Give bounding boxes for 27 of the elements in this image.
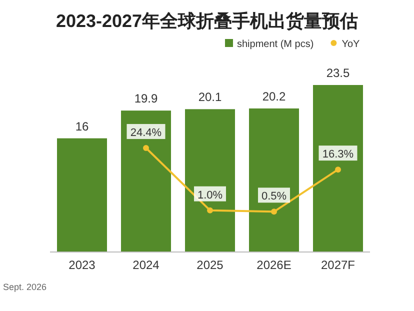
x-tick-label: 2025 [196,258,224,272]
bar [249,108,299,252]
legend-label: shipment (M pcs) [237,39,314,50]
bar [185,109,235,252]
data-label: 24.4% [130,127,162,139]
data-label: 23.5 [326,66,350,80]
data-label: 1.0% [197,189,223,202]
chart-title: 2023-2027年全球折叠手机出货量预估 [56,11,358,31]
data-label: 16.3% [322,148,354,161]
legend-label: YoY [342,39,360,50]
x-tick-label: 2024 [132,258,160,272]
bar [121,110,171,252]
point [271,208,277,215]
bar [57,138,107,252]
x-tick-label: 2026E [256,258,292,272]
x-tick-label: 2027F [320,258,356,272]
point [335,166,341,173]
data-label: 0.5% [261,190,287,203]
x-tick-label: 2023 [68,258,96,272]
data-label: 20.2 [262,89,286,104]
data-label: 19.9 [134,92,158,106]
point [207,207,213,214]
point [143,145,149,151]
data-label: 16 [75,119,89,134]
bar [313,85,363,252]
text: Sept. 2026 [3,282,47,292]
data-label: 20.1 [198,90,222,104]
